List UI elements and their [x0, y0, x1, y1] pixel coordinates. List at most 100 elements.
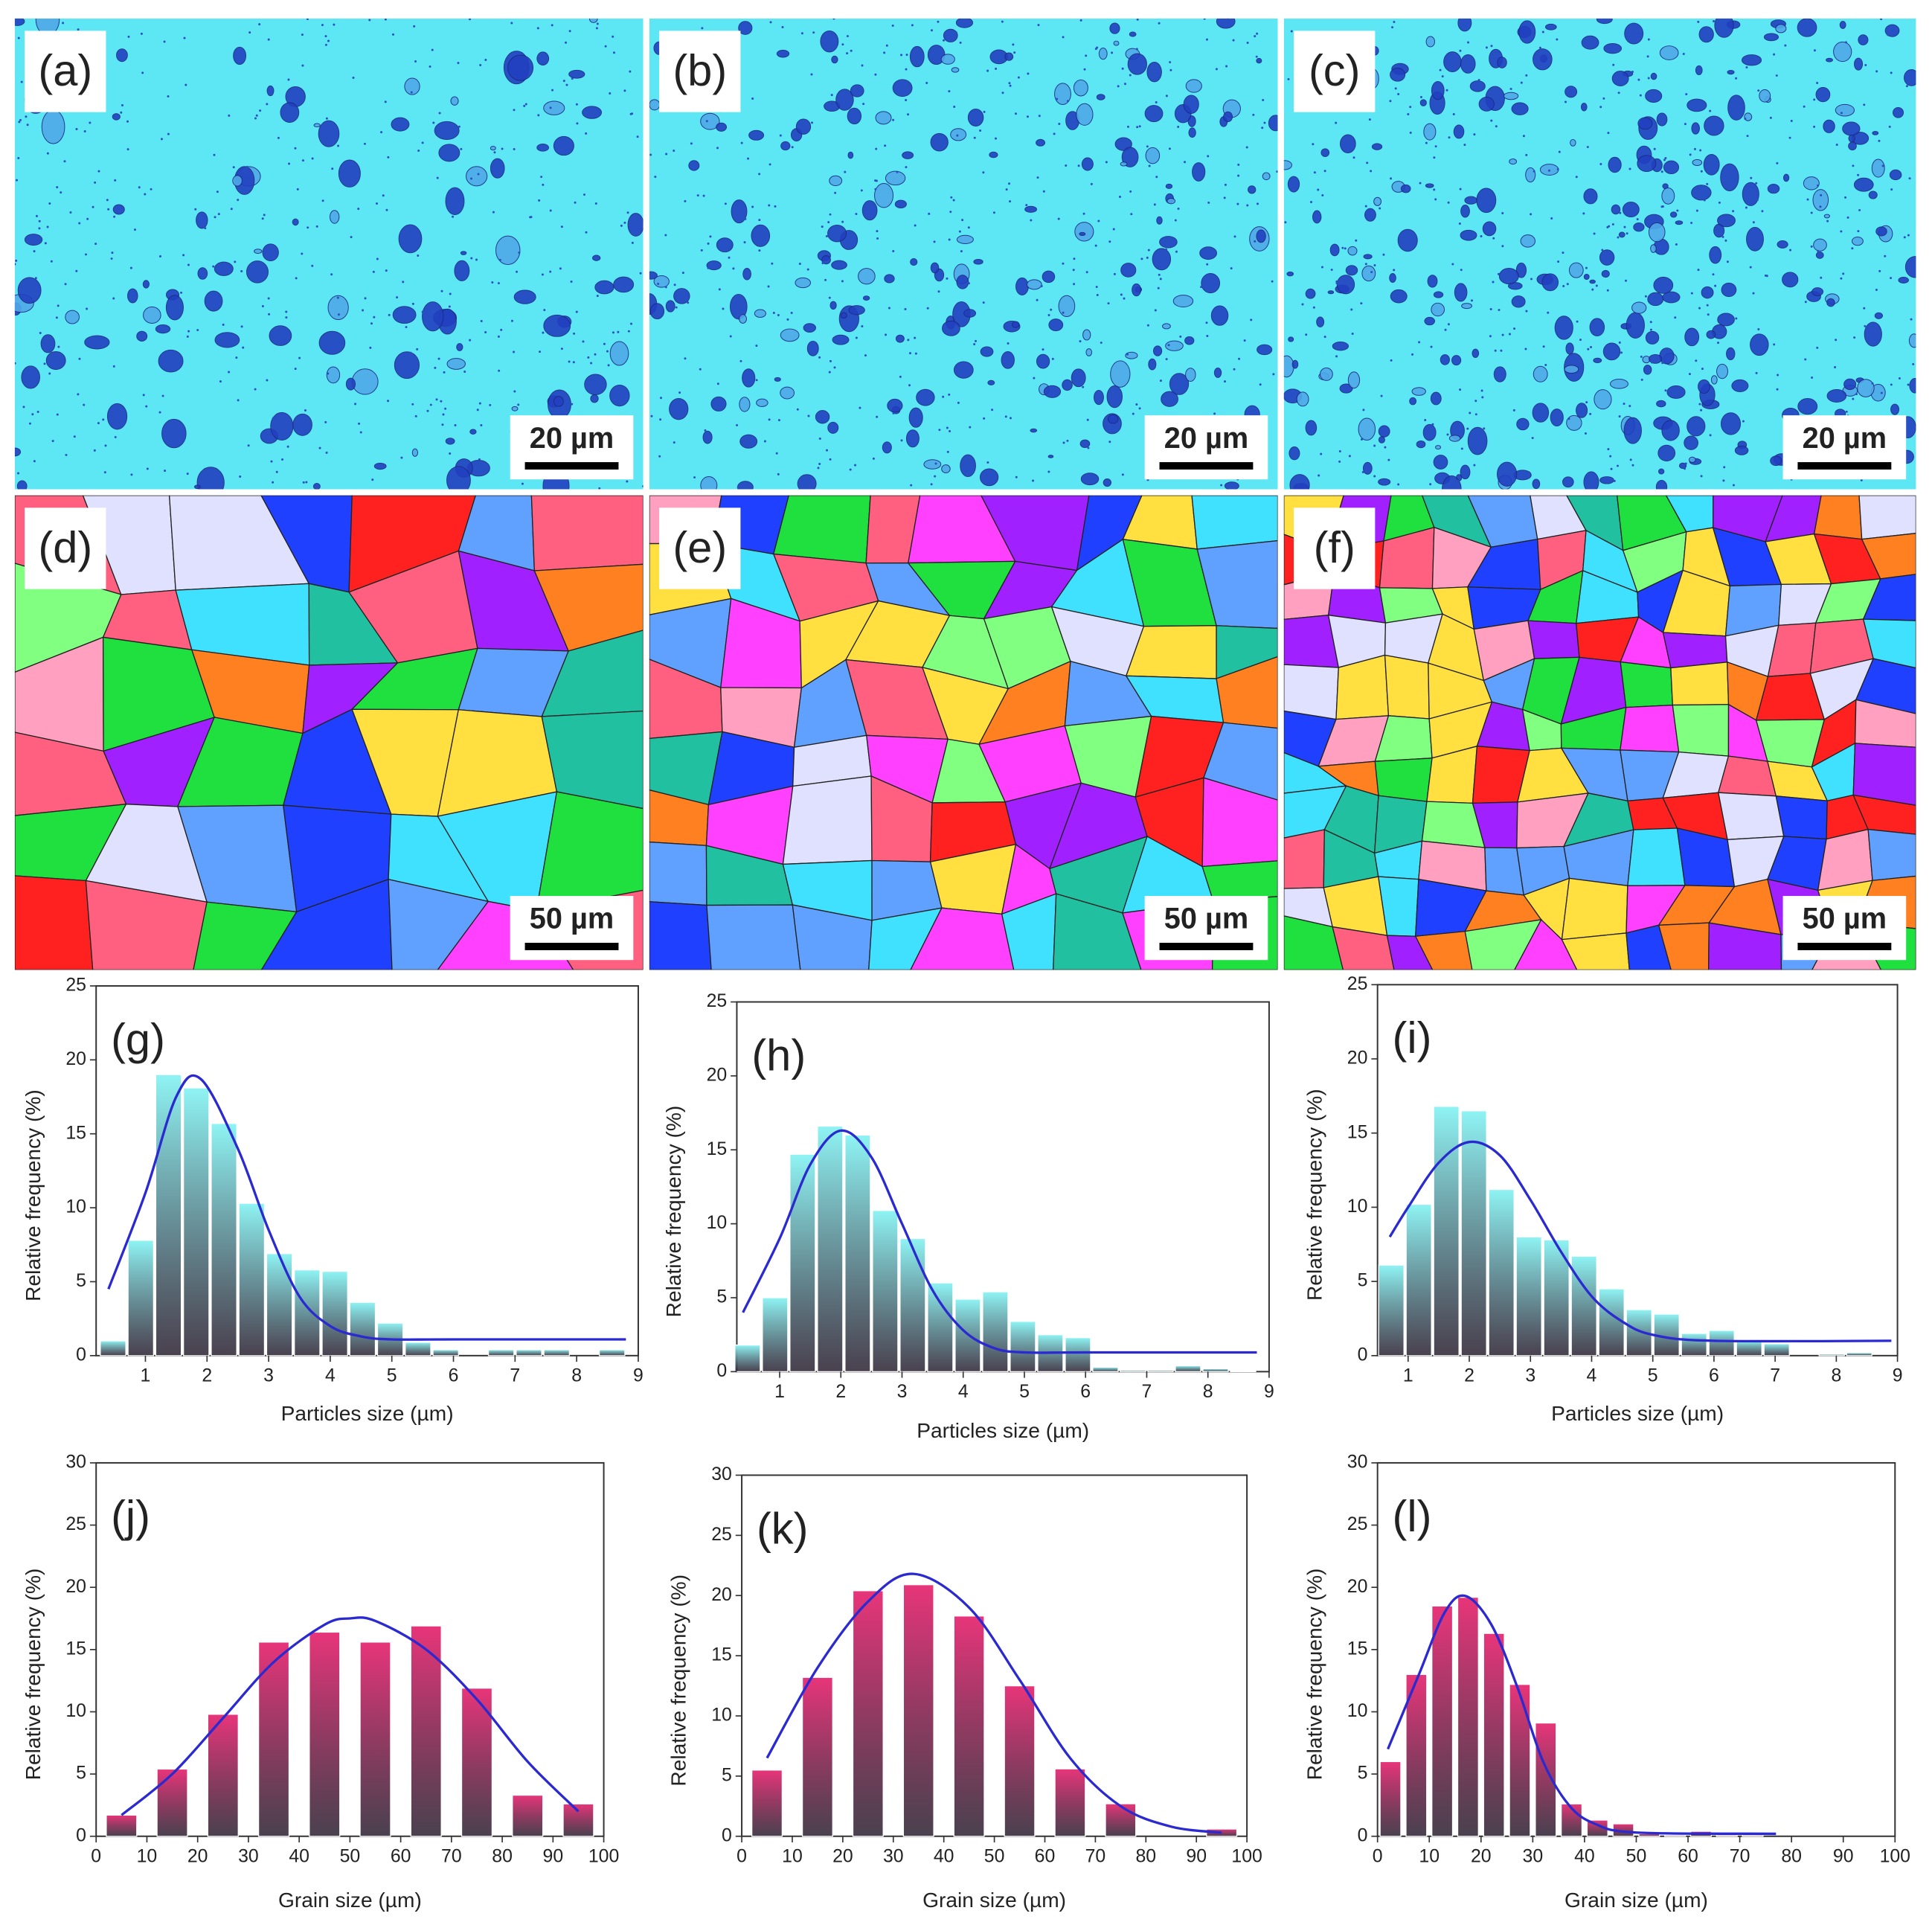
particle — [232, 175, 243, 187]
dot — [1649, 321, 1652, 324]
dot — [1056, 327, 1059, 330]
dot — [1389, 100, 1392, 103]
dot — [217, 213, 220, 216]
bar — [410, 1625, 442, 1837]
dot — [896, 170, 899, 173]
particle — [1643, 365, 1652, 375]
particle — [1599, 476, 1614, 484]
particle — [1609, 379, 1628, 389]
x-tick-label: 9 — [1264, 1382, 1274, 1402]
particle — [1698, 26, 1714, 43]
dot — [244, 171, 247, 174]
dot — [479, 63, 482, 66]
particle — [1327, 290, 1335, 295]
particle — [245, 260, 269, 284]
plot-area — [1376, 1461, 1896, 1837]
bar — [1010, 1321, 1036, 1373]
panel-label: (e) — [673, 522, 727, 572]
particle — [1347, 246, 1358, 256]
dot — [1005, 188, 1008, 191]
dot — [650, 414, 653, 417]
dot — [1640, 378, 1643, 381]
particle — [1079, 439, 1091, 448]
dot — [1649, 328, 1652, 331]
particle — [736, 481, 754, 490]
dot — [1840, 230, 1843, 233]
dot — [1698, 307, 1701, 310]
dot — [469, 339, 472, 342]
dot — [975, 339, 978, 342]
dot — [969, 426, 972, 429]
dot — [440, 289, 443, 292]
particle — [495, 235, 521, 266]
dot — [62, 22, 65, 25]
particle — [490, 146, 496, 151]
particle — [1544, 23, 1557, 31]
dot — [1409, 131, 1412, 134]
dot — [779, 134, 782, 137]
x-tick-label: 7 — [510, 1366, 520, 1386]
dot — [31, 413, 34, 416]
particle — [887, 398, 903, 413]
dot — [449, 292, 452, 295]
dot — [1323, 170, 1326, 173]
dot — [1685, 93, 1688, 96]
dot — [1471, 299, 1473, 302]
bar — [432, 1349, 459, 1357]
particle — [1113, 40, 1120, 46]
particle — [1601, 269, 1610, 278]
grain — [1283, 664, 1339, 720]
particle — [1692, 158, 1703, 166]
particle — [445, 438, 455, 445]
dot — [416, 347, 419, 350]
dot — [1804, 301, 1807, 304]
particle — [1390, 289, 1408, 304]
dot — [307, 226, 309, 229]
dot — [1745, 65, 1748, 68]
y-axis-label: Relative frequency (%) — [1303, 1569, 1326, 1781]
dot — [821, 262, 824, 265]
dot — [454, 150, 457, 153]
dot — [513, 109, 516, 112]
dot — [938, 429, 941, 432]
grain — [1514, 918, 1578, 970]
dot — [768, 418, 771, 421]
particle — [1316, 316, 1325, 327]
dot — [1595, 39, 1598, 42]
particle — [1169, 373, 1190, 395]
dot — [436, 176, 439, 179]
dot — [1501, 212, 1504, 214]
dot — [1153, 203, 1156, 206]
dot — [1261, 126, 1264, 129]
dot — [1562, 284, 1565, 287]
x-axis-label: Particles size (µm) — [1551, 1402, 1724, 1425]
dot — [278, 336, 281, 339]
dot — [272, 417, 275, 420]
dot — [571, 77, 574, 80]
dot — [1723, 466, 1726, 469]
dot — [331, 167, 334, 170]
particle — [1884, 24, 1900, 37]
particle — [266, 85, 275, 97]
particle — [1854, 57, 1864, 71]
dot — [1810, 211, 1813, 214]
dot — [142, 394, 145, 397]
dot — [607, 364, 610, 367]
dot — [904, 308, 907, 310]
grain — [1216, 656, 1278, 729]
dot — [1225, 65, 1228, 68]
dot — [513, 350, 516, 353]
particle — [967, 109, 984, 126]
particle — [1909, 377, 1916, 394]
particle — [1709, 246, 1722, 264]
particle — [1826, 388, 1847, 403]
particle — [460, 251, 467, 255]
dot — [492, 211, 495, 214]
particle — [609, 341, 629, 366]
dot — [57, 345, 60, 348]
dot — [654, 46, 657, 49]
dot — [411, 302, 414, 305]
dot — [1765, 275, 1768, 278]
dot — [92, 205, 94, 208]
dot — [1036, 176, 1039, 179]
